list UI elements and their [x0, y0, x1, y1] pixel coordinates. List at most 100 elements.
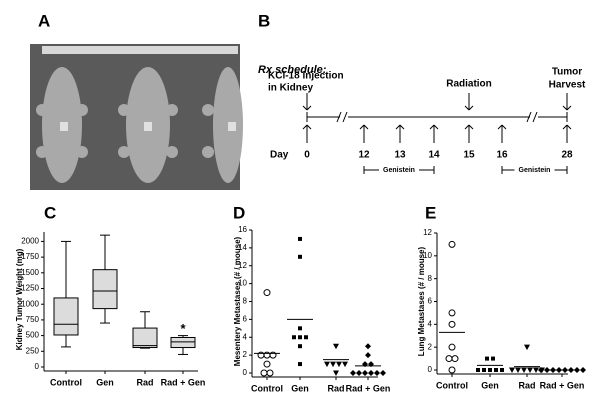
- point: [448, 240, 456, 248]
- y-tick-label: 1500: [21, 268, 39, 277]
- y-tick-label: 750: [26, 315, 40, 324]
- day-title: Day: [270, 150, 289, 161]
- y-tick-label: 12: [423, 228, 432, 237]
- point: [333, 370, 339, 376]
- arrow-head: [395, 124, 401, 130]
- point: [333, 343, 339, 350]
- x-tick-label: Gen: [481, 380, 499, 390]
- y-tick-label: 250: [26, 346, 40, 355]
- point: [524, 344, 530, 351]
- event-label: Radiation: [446, 79, 492, 90]
- x-tick-label: Rad: [327, 383, 344, 393]
- y-tick-label: 6: [428, 297, 433, 306]
- y-tick-label: 10: [423, 251, 432, 260]
- point: [350, 370, 356, 376]
- y-axis-label: Mesentery Metastases (# / mouse): [233, 236, 242, 366]
- x-tick-label: Rad + Gen: [161, 377, 206, 387]
- treatment-label: Genistein: [383, 167, 415, 174]
- point: [509, 367, 515, 373]
- point: [368, 370, 374, 376]
- point: [445, 355, 453, 363]
- point: [266, 369, 274, 377]
- arrow-head: [359, 124, 365, 130]
- schedule-title: Rx schedule:: [258, 64, 327, 76]
- y-tick-label: 2000: [21, 237, 39, 246]
- x-tick-label: Control: [251, 383, 283, 393]
- day-label: 15: [463, 150, 475, 161]
- point: [574, 367, 580, 373]
- y-tick-label: 1000: [21, 299, 39, 308]
- day-label: 13: [394, 150, 406, 161]
- arrow-head: [566, 124, 572, 130]
- point: [260, 369, 268, 377]
- y-tick-label: 0: [243, 368, 248, 377]
- box: [170, 336, 196, 349]
- day-label: 28: [561, 150, 573, 161]
- y-tick-label: 1750: [21, 252, 39, 261]
- y-axis-label: Kidney Tumor Weight (mg): [15, 248, 24, 350]
- y-axis-label: Lung Metastases (# / mouse): [417, 246, 426, 356]
- box: [132, 327, 158, 349]
- x-tick-label: Rad: [136, 377, 153, 387]
- x-tick-label: Gen: [291, 383, 309, 393]
- event-label: KCl-18 injection: [268, 71, 344, 82]
- point: [521, 367, 527, 373]
- arrow-head: [306, 124, 312, 130]
- event-label: Tumor: [552, 67, 582, 78]
- day-label: 12: [358, 150, 370, 161]
- point: [488, 368, 492, 372]
- point: [485, 356, 489, 361]
- break: [526, 111, 532, 123]
- arrow-head: [562, 124, 568, 130]
- day-label: 14: [428, 150, 440, 161]
- day-label: 0: [304, 150, 310, 161]
- point: [263, 289, 271, 297]
- arrow-head: [363, 124, 369, 130]
- arrow-head: [468, 105, 474, 111]
- arrow-head: [497, 124, 503, 130]
- arrow-head: [302, 105, 308, 111]
- point: [451, 355, 459, 363]
- x-tick-label: Rad + Gen: [346, 383, 391, 393]
- break: [532, 111, 538, 123]
- arrow-head: [501, 124, 507, 130]
- x-tick-label: Rad: [518, 380, 535, 390]
- arrow-head: [302, 124, 308, 130]
- point: [374, 370, 380, 376]
- y-tick-label: 8: [243, 297, 248, 306]
- y-tick-label: 2: [428, 342, 433, 351]
- point: [298, 254, 302, 259]
- annotation: *: [180, 321, 186, 336]
- y-tick-label: 14: [238, 243, 247, 252]
- point: [362, 370, 368, 376]
- panel-label: E: [425, 203, 436, 222]
- point: [448, 320, 456, 328]
- label-bg: [379, 165, 419, 175]
- x-tick-label: Control: [436, 380, 468, 390]
- point: [298, 362, 302, 367]
- point: [324, 361, 330, 368]
- break: [336, 111, 342, 123]
- y-tick-label: 16: [238, 225, 247, 234]
- label-bg: [514, 165, 555, 175]
- box: [92, 269, 118, 310]
- point: [476, 368, 480, 372]
- y-tick-label: 10: [238, 279, 247, 288]
- point: [538, 367, 544, 373]
- event-label: in Kidney: [268, 83, 313, 94]
- point: [580, 367, 586, 373]
- point: [365, 352, 371, 359]
- arrow-head: [464, 105, 470, 111]
- break: [342, 111, 348, 123]
- panel-label: B: [258, 11, 270, 30]
- point: [298, 335, 302, 340]
- arrow-head: [464, 124, 470, 130]
- point: [263, 360, 271, 368]
- y-tick-label: 0: [428, 365, 433, 374]
- xray-image: [30, 44, 243, 190]
- point: [292, 335, 296, 340]
- y-tick-label: 4: [428, 319, 433, 328]
- point: [356, 370, 362, 376]
- arrow-head: [468, 124, 474, 130]
